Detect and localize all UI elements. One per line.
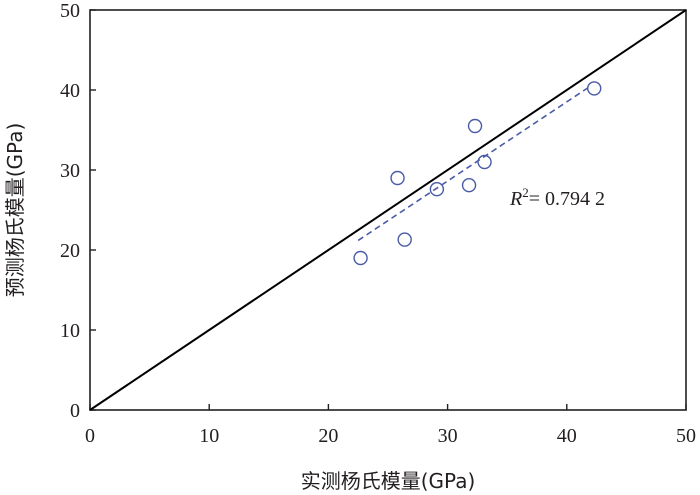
data-point [461, 177, 477, 193]
y-tick-label: 10 [60, 320, 80, 342]
x-tick-label: 10 [199, 425, 219, 447]
r-symbol: R [509, 188, 522, 210]
x-tick-label: 40 [557, 425, 577, 447]
data-point [587, 81, 602, 96]
data-point [467, 118, 483, 134]
axis-ticks [89, 9, 687, 411]
data-point [397, 232, 412, 247]
r-superscript: 2 [522, 185, 529, 200]
x-tick-label: 30 [438, 425, 458, 447]
data-point [390, 170, 405, 186]
data-point [353, 250, 368, 266]
x-tick-label: 20 [318, 425, 338, 447]
x-axis-title: 实测杨氏模量(GPa) [301, 469, 476, 493]
y-tick-label: 0 [70, 400, 80, 422]
tick-labels: 0 10 20 30 40 50 0 10 20 30 40 50 [60, 0, 696, 447]
fit-line [357, 85, 592, 242]
r-squared-value: = 0.794 2 [529, 188, 605, 210]
r-squared-annotation: R2= 0.794 2 [509, 185, 605, 210]
y-tick-label: 50 [60, 0, 80, 22]
data-point [477, 154, 492, 170]
y-tick-label: 30 [60, 160, 80, 182]
x-tick-label: 0 [85, 425, 95, 447]
y-tick-label: 40 [60, 80, 80, 102]
y-tick-label: 20 [60, 240, 80, 262]
reference-line [89, 9, 687, 411]
y-axis-title: 预测杨氏模量(GPa) [3, 123, 27, 298]
data-points [353, 81, 602, 266]
plot-frame [89, 9, 687, 411]
data-point [429, 181, 445, 197]
x-tick-label: 50 [676, 425, 696, 447]
